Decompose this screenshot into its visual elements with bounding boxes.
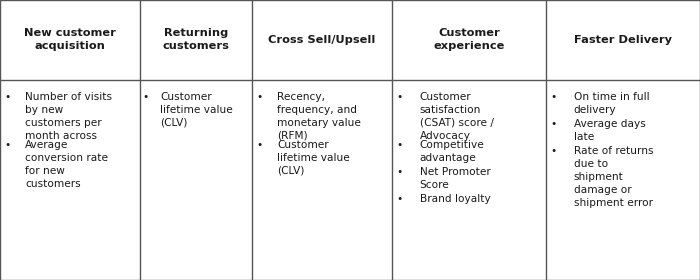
Text: Average days
late: Average days late <box>574 119 645 142</box>
Text: •: • <box>4 140 10 150</box>
Text: Number of visits
by new
customers per
month across: Number of visits by new customers per mo… <box>25 92 112 141</box>
Text: Brand loyalty: Brand loyalty <box>420 194 491 204</box>
Text: Faster Delivery: Faster Delivery <box>574 35 672 45</box>
Text: Customer
lifetime value
(CLV): Customer lifetime value (CLV) <box>160 92 233 128</box>
Text: •: • <box>397 167 402 177</box>
Text: •: • <box>256 140 262 150</box>
Text: Net Promoter
Score: Net Promoter Score <box>420 167 491 190</box>
Text: Cross Sell/Upsell: Cross Sell/Upsell <box>268 35 376 45</box>
Text: •: • <box>256 92 262 102</box>
Text: Customer
lifetime value
(CLV): Customer lifetime value (CLV) <box>277 140 350 176</box>
Text: Rate of returns
due to
shipment
damage or
shipment error: Rate of returns due to shipment damage o… <box>574 146 653 208</box>
Text: •: • <box>551 92 556 102</box>
Text: Returning
customers: Returning customers <box>162 29 230 51</box>
Text: •: • <box>551 119 556 129</box>
Text: •: • <box>397 194 402 204</box>
Text: Customer
experience: Customer experience <box>433 29 505 51</box>
Text: New customer
acquisition: New customer acquisition <box>24 29 116 51</box>
Text: Recency,
frequency, and
monetary value
(RFM): Recency, frequency, and monetary value (… <box>277 92 361 141</box>
Text: •: • <box>143 92 148 102</box>
Text: On time in full
delivery: On time in full delivery <box>574 92 650 115</box>
Text: Competitive
advantage: Competitive advantage <box>420 140 484 163</box>
Text: Average
conversion rate
for new
customers: Average conversion rate for new customer… <box>25 140 108 189</box>
Text: •: • <box>397 140 402 150</box>
Text: •: • <box>551 146 556 156</box>
Text: •: • <box>397 92 402 102</box>
Text: •: • <box>4 92 10 102</box>
Text: Customer
satisfaction
(CSAT) score /
Advocacy: Customer satisfaction (CSAT) score / Adv… <box>420 92 494 141</box>
